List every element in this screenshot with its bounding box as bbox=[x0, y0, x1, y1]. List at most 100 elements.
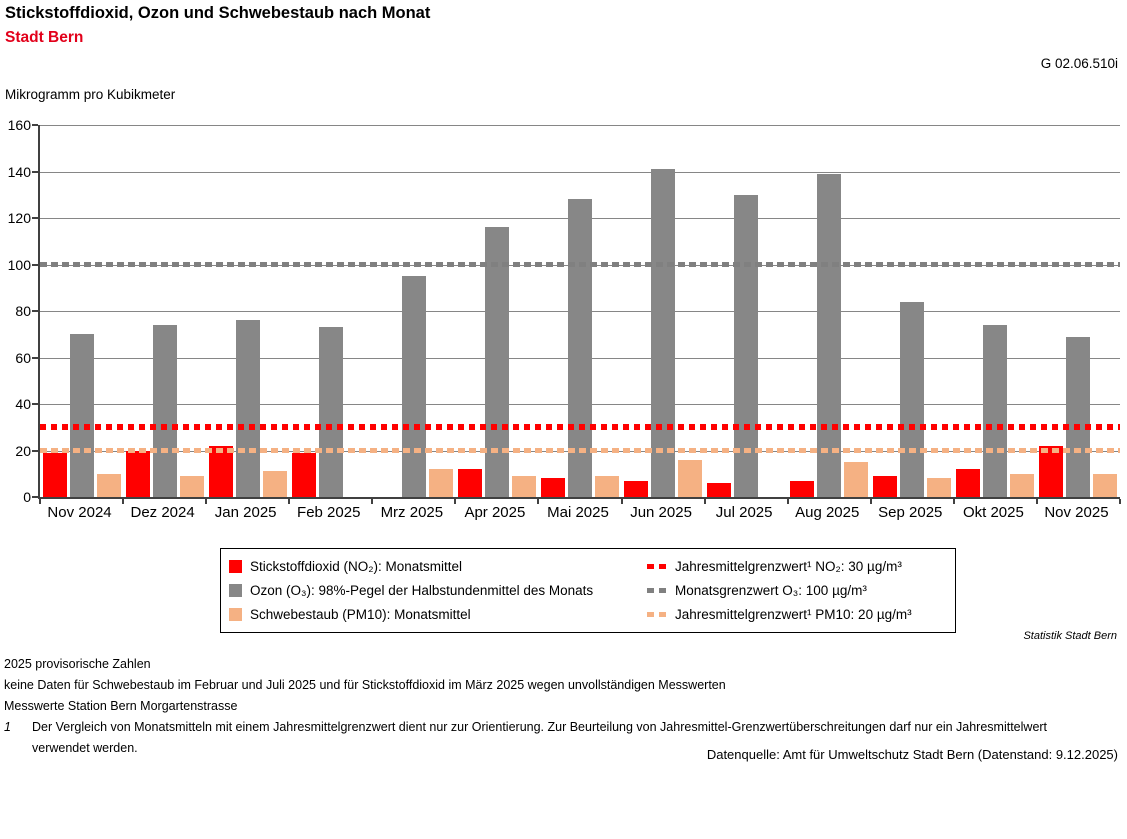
x-tick-13 bbox=[1119, 499, 1121, 504]
graph-id: G 02.06.510i bbox=[1040, 56, 1118, 71]
x-tick-5 bbox=[454, 499, 457, 504]
y-tick-label-20: 20 bbox=[15, 442, 31, 459]
x-tick-10 bbox=[869, 499, 872, 504]
y-tick-0 bbox=[32, 496, 38, 498]
page-subtitle: Stadt Bern bbox=[5, 29, 84, 46]
note-missing-data: keine Daten für Schwebestaub im Februar … bbox=[4, 678, 726, 692]
x-tick-4 bbox=[371, 499, 374, 504]
y-tick-label-160: 160 bbox=[7, 117, 31, 133]
o3-bar-apr-2025 bbox=[484, 227, 509, 497]
o3-bar-mrz-2025 bbox=[401, 276, 426, 497]
statistik-credit: Statistik Stadt Bern bbox=[1023, 630, 1117, 642]
o3-limit-line bbox=[40, 262, 1120, 267]
y-axis-tick-labels: 0 20 40 60 80 100 120 140 160 bbox=[0, 118, 31, 504]
pm10-bar-apr-2025 bbox=[511, 476, 536, 497]
x-tick-11 bbox=[952, 499, 955, 504]
pm10-series-swatch bbox=[229, 607, 242, 621]
footnote-1-marker: 1 bbox=[4, 720, 11, 734]
legend-row-o3: Ozon (O₃): 98%-Pegel der Halbstundenmitt… bbox=[229, 578, 947, 602]
x-label-jul-2025: Jul 2025 bbox=[715, 504, 773, 521]
page-title: Stickstoffdioxid, Ozon und Schwebestaub … bbox=[5, 4, 431, 22]
x-label-sep-2025: Sep 2025 bbox=[878, 504, 943, 521]
x-label-dez-2024: Dez 2024 bbox=[130, 504, 195, 521]
pm10-limit-line-swatch bbox=[647, 611, 668, 617]
y-tick-120 bbox=[32, 217, 38, 219]
x-axis-tick-labels: Nov 2024 Dez 2024 Jan 2025 Feb 2025 Mrz 2025… bbox=[38, 504, 1118, 526]
y-tick-140 bbox=[32, 170, 38, 173]
note-provisional: 2025 provisorische Zahlen bbox=[4, 657, 151, 671]
legend-row-no2: Stickstoffdioxid (NO₂): Monatsmittel Jah… bbox=[229, 554, 947, 578]
no2-bar-jan-2025 bbox=[208, 445, 233, 497]
no2-limit-label: Jahresmittelgrenzwert¹ NO₂: 30 µg/m³ bbox=[675, 558, 902, 574]
o3-bar-jun-2025 bbox=[651, 169, 676, 497]
o3-bar-nov-2024 bbox=[69, 334, 94, 497]
x-label-feb-2025: Feb 2025 bbox=[297, 504, 361, 521]
footer-notes: 2025 provisorische Zahlen keine Daten fü… bbox=[4, 654, 1084, 759]
y-tick-label-60: 60 bbox=[15, 349, 31, 366]
pm10-series-label: Schwebestaub (PM10): Monatsmittel bbox=[250, 606, 471, 622]
no2-bar-dez-2024 bbox=[125, 450, 150, 497]
no2-bar-aug-2025 bbox=[790, 480, 815, 497]
o3-bar-aug-2025 bbox=[817, 173, 842, 497]
x-tick-7 bbox=[620, 499, 623, 504]
no2-bar-nov-2025 bbox=[1039, 445, 1064, 497]
y-tick-label-140: 140 bbox=[7, 163, 31, 180]
x-label-apr-2025: Apr 2025 bbox=[464, 504, 526, 521]
y-axis-unit-label: Mikrogramm pro Kubikmeter bbox=[5, 87, 176, 102]
footnote-1: 1 Der Vergleich von Monatsmitteln mit ei… bbox=[4, 717, 1107, 759]
y-tick-160 bbox=[32, 124, 38, 126]
x-label-jan-2025: Jan 2025 bbox=[214, 504, 277, 521]
y-tick-label-80: 80 bbox=[15, 303, 31, 319]
pm10-bar-sep-2025 bbox=[927, 478, 952, 497]
pm10-limit-label: Jahresmittelgrenzwert¹ PM10: 20 µg/m³ bbox=[675, 606, 912, 622]
x-label-nov-2025: Nov 2025 bbox=[1044, 504, 1109, 521]
pm10-bar-aug-2025 bbox=[844, 462, 869, 497]
no2-limit-line-swatch bbox=[647, 563, 668, 569]
x-label-okt-2025: Okt 2025 bbox=[962, 504, 1024, 521]
pm10-bar-nov-2025 bbox=[1093, 473, 1118, 497]
o3-bar-jan-2025 bbox=[235, 320, 260, 497]
no2-bar-jul-2025 bbox=[707, 483, 732, 497]
pm10-limit-line bbox=[40, 448, 1120, 453]
o3-series-swatch bbox=[229, 583, 242, 597]
pm10-bar-dez-2024 bbox=[179, 476, 204, 497]
no2-series-swatch bbox=[229, 559, 242, 573]
no2-bar-nov-2024 bbox=[42, 452, 67, 497]
x-label-nov-2024: Nov 2024 bbox=[47, 504, 112, 521]
o3-limit-label: Monatsgrenzwert O₃: 100 µg/m³ bbox=[675, 582, 867, 598]
x-tick-2 bbox=[205, 499, 208, 504]
x-tick-8 bbox=[703, 499, 706, 504]
o3-bar-nov-2025 bbox=[1066, 336, 1091, 497]
no2-bar-okt-2025 bbox=[956, 469, 981, 497]
o3-bar-dez-2024 bbox=[152, 324, 177, 497]
no2-bar-sep-2025 bbox=[873, 476, 898, 497]
x-label-mai-2025: Mai 2025 bbox=[547, 504, 609, 521]
no2-bar-jun-2025 bbox=[624, 480, 649, 497]
x-tick-12 bbox=[1035, 499, 1038, 504]
x-tick-3 bbox=[288, 499, 291, 504]
legend: Stickstoffdioxid (NO₂): Monatsmittel Jah… bbox=[220, 548, 956, 633]
o3-bar-jul-2025 bbox=[734, 194, 759, 497]
pm10-bar-jun-2025 bbox=[678, 459, 703, 497]
y-tick-80 bbox=[32, 310, 38, 312]
x-label-mrz-2025: Mrz 2025 bbox=[380, 504, 444, 521]
x-tick-6 bbox=[537, 499, 540, 504]
o3-limit-line-swatch bbox=[647, 587, 668, 593]
no2-bar-feb-2025 bbox=[291, 452, 316, 497]
y-tick-60 bbox=[32, 356, 38, 359]
x-tick-1 bbox=[122, 499, 125, 504]
o3-bar-mai-2025 bbox=[568, 199, 592, 497]
data-source: Datenquelle: Amt für Umweltschutz Stadt … bbox=[706, 747, 1118, 762]
footnote-1-text: Der Vergleich von Monatsmitteln mit eine… bbox=[32, 720, 1048, 755]
gridline-140 bbox=[40, 171, 1120, 173]
no2-limit-line bbox=[40, 424, 1120, 431]
pm10-bar-okt-2025 bbox=[1010, 473, 1035, 497]
y-tick-label-0: 0 bbox=[23, 489, 31, 505]
x-label-jun-2025: Jun 2025 bbox=[630, 504, 692, 521]
y-tick-100 bbox=[32, 263, 38, 266]
pm10-bar-mrz-2025 bbox=[428, 469, 453, 497]
o3-bar-sep-2025 bbox=[900, 301, 925, 497]
no2-bar-apr-2025 bbox=[457, 469, 482, 497]
x-tick-9 bbox=[786, 499, 789, 504]
